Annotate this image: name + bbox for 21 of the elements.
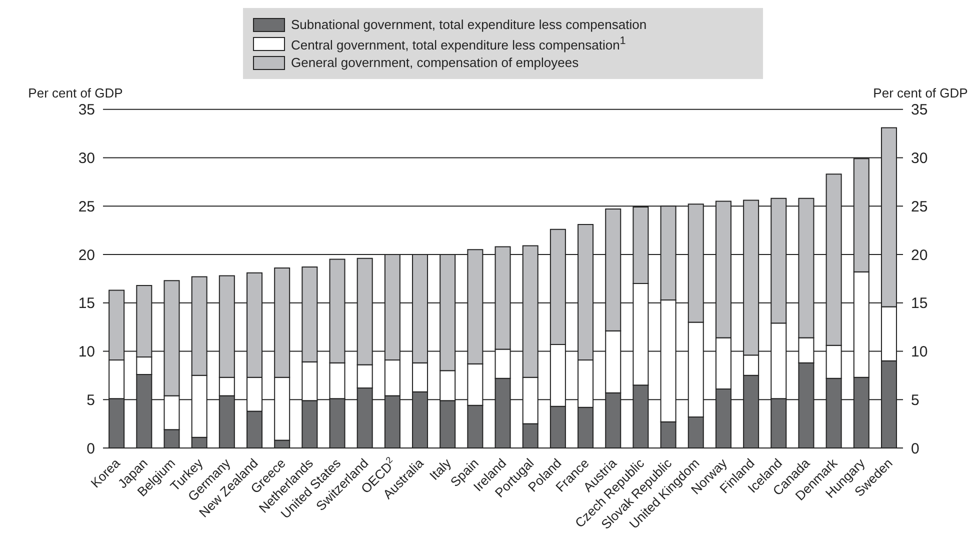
y2-tick-label: 10: [911, 344, 928, 361]
y-tick-label: 5: [86, 392, 95, 409]
y-tick-label: 20: [78, 246, 95, 264]
y2-tick-label: 30: [911, 150, 928, 168]
y2-tick-label: 15: [911, 295, 928, 312]
y-tick-label: 0: [86, 440, 95, 458]
y-axis-title: Per cent of GDP: [28, 85, 123, 100]
y-tick-label: 35: [78, 102, 95, 119]
y2-tick-label: 5: [911, 392, 920, 409]
y2-tick-label: 0: [911, 440, 920, 458]
legend-label: General government, compensation of employees: [291, 55, 579, 70]
y-tick-label: 30: [78, 150, 95, 168]
legend-label: Subnational government, total expenditure less compensation: [291, 17, 647, 32]
legend-label: Central government, total expenditure less compensation$^{1}$: [291, 35, 626, 52]
y2-tick-label: 35: [911, 102, 928, 119]
y-tick-label: 15: [78, 295, 95, 312]
y2-tick-label: 25: [911, 198, 928, 216]
y2-axis-title: Per cent of GDP: [873, 85, 968, 100]
y-tick-label: 10: [78, 344, 95, 361]
y2-tick-label: 20: [911, 246, 928, 264]
y-tick-label: 25: [78, 198, 95, 216]
